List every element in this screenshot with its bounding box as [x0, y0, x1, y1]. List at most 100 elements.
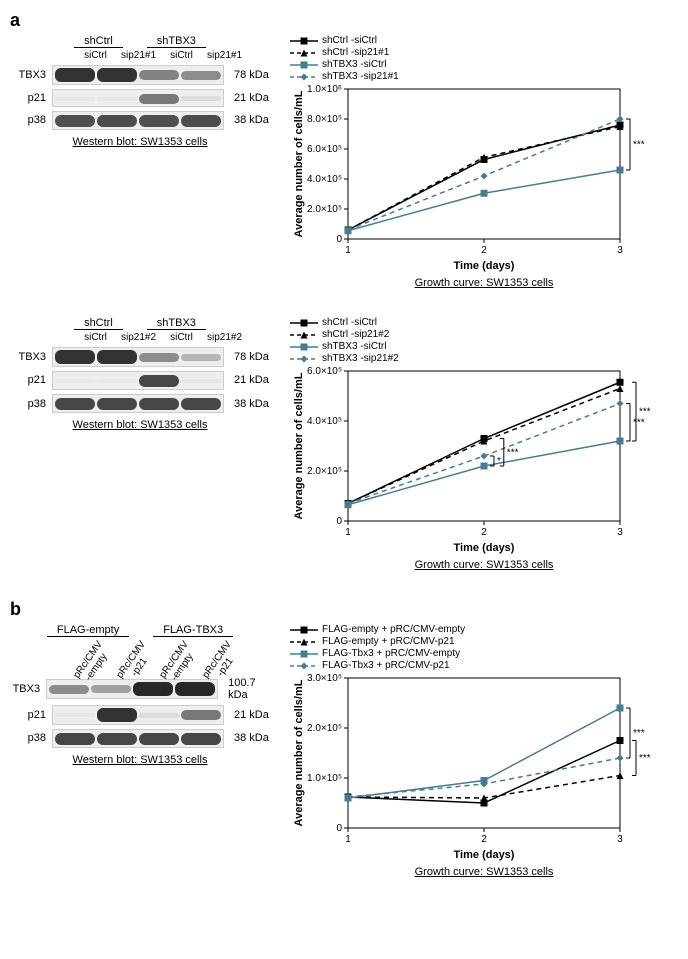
- blot-row-label: p38: [10, 114, 46, 126]
- blot-b: FLAG-emptyFLAG-TBX3pRc/CMV -emptypRc/CMV…: [10, 624, 270, 766]
- legend-item: shTBX3 -siCtrl: [290, 59, 678, 70]
- legend-label: shCtrl -sip21#2: [322, 329, 389, 340]
- chart-series: [348, 441, 620, 505]
- chart-caption: Growth curve: SW1353 cells: [290, 866, 678, 878]
- blot-lane-label: pRc/CMV -p21: [205, 639, 245, 673]
- blot-band: [55, 68, 95, 82]
- chart-caption: Growth curve: SW1353 cells: [290, 559, 678, 571]
- blot-band: [97, 97, 137, 102]
- blot-band: [97, 350, 137, 364]
- legend-label: FLAG-Tbx3 + pRC/CMV-empty: [322, 648, 460, 659]
- blot-band: [181, 398, 221, 411]
- blot-band: [139, 398, 179, 411]
- line-chart: 01.0×10⁵2.0×10⁵3.0×10⁵123Time (days)Aver…: [290, 672, 660, 862]
- blot-band: [139, 733, 179, 746]
- blot-lane-label: siCtrl: [162, 332, 202, 343]
- blot-a2: shCtrlshTBX3siCtrlsip21#2siCtrlsip21#2TB…: [10, 317, 270, 431]
- blot-bands: [52, 705, 224, 725]
- blot-band: [139, 115, 179, 127]
- panel-a-row1: shCtrlshTBX3siCtrlsip21#1siCtrlsip21#1TB…: [10, 35, 678, 289]
- blot-row-label: p21: [10, 709, 46, 721]
- blot-band: [181, 71, 221, 80]
- blot-group-label: shTBX3: [147, 35, 206, 48]
- panel-b-label: b: [10, 599, 678, 620]
- y-tick-label: 4.0×10⁵: [307, 174, 342, 185]
- blot-band: [139, 353, 179, 362]
- blot-band: [97, 68, 137, 82]
- x-tick-label: 2: [481, 834, 487, 845]
- x-tick-label: 3: [617, 527, 623, 538]
- blot-kda: 38 kDa: [234, 732, 269, 744]
- legend-item: shTBX3 -sip21#2: [290, 353, 678, 364]
- chart-b: FLAG-empty + pRC/CMV-empty FLAG-empty + …: [290, 624, 678, 878]
- panel-b-row: FLAG-emptyFLAG-TBX3pRc/CMV -emptypRc/CMV…: [10, 624, 678, 878]
- blot-lane-label: sip21#2: [205, 332, 245, 343]
- blot-bands: [46, 679, 218, 699]
- blot-band: [175, 682, 215, 696]
- y-tick-label: 2.0×10⁵: [307, 466, 342, 477]
- blot-lane-label: siCtrl: [162, 50, 202, 61]
- legend-item: shCtrl -siCtrl: [290, 317, 678, 328]
- y-axis-label: Average number of cells/mL: [293, 90, 305, 237]
- y-axis-label: Average number of cells/mL: [293, 372, 305, 519]
- blot-lane-label: sip21#1: [205, 50, 245, 61]
- chart-series: [348, 389, 620, 504]
- blot-kda: 21 kDa: [234, 374, 269, 386]
- blot-bands: [52, 65, 224, 85]
- blot-bands: [52, 347, 224, 367]
- blot-group-label: shCtrl: [74, 317, 123, 330]
- line-chart: 02.0×10⁵4.0×10⁵6.0×10⁵8.0×10⁵1.0×10⁶123T…: [290, 83, 660, 273]
- blot-caption: Western blot: SW1353 cells: [10, 136, 270, 148]
- y-tick-label: 3.0×10⁵: [307, 673, 342, 684]
- blot-band: [55, 97, 95, 102]
- blot-band: [91, 685, 131, 693]
- blot-bands: [52, 394, 224, 413]
- y-tick-label: 8.0×10⁵: [307, 114, 342, 125]
- blot-row-label: p38: [10, 732, 46, 744]
- y-tick-label: 2.0×10⁵: [307, 204, 342, 215]
- blot-band: [55, 713, 95, 718]
- blot-band: [55, 379, 95, 383]
- y-tick-label: 0: [336, 234, 342, 245]
- blot-group-label: shCtrl: [74, 35, 123, 48]
- sig-label: ***: [633, 140, 645, 151]
- legend-item: FLAG-Tbx3 + pRC/CMV-p21: [290, 660, 678, 671]
- blot-a1: shCtrlshTBX3siCtrlsip21#1siCtrlsip21#1TB…: [10, 35, 270, 148]
- y-tick-label: 6.0×10⁵: [307, 366, 342, 377]
- x-tick-label: 3: [617, 245, 623, 256]
- legend-label: shCtrl -siCtrl: [322, 35, 377, 46]
- blot-kda: 100.7 kDa: [228, 677, 270, 701]
- blot-band: [181, 379, 221, 384]
- blot-band: [55, 733, 95, 746]
- blot-lane-label: siCtrl: [76, 332, 116, 343]
- blot-band: [97, 379, 137, 383]
- chart-legend: shCtrl -siCtrl shCtrl -sip21#2 shTBX3 -s…: [290, 317, 678, 364]
- x-axis-label: Time (days): [454, 542, 515, 554]
- x-tick-label: 1: [345, 834, 351, 845]
- panel-a-row2: shCtrlshTBX3siCtrlsip21#2siCtrlsip21#2TB…: [10, 317, 678, 571]
- blot-kda: 78 kDa: [234, 351, 269, 363]
- legend-item: FLAG-Tbx3 + pRC/CMV-empty: [290, 648, 678, 659]
- legend-label: FLAG-empty + pRC/CMV-empty: [322, 624, 465, 635]
- y-tick-label: 1.0×10⁶: [307, 84, 342, 95]
- blot-kda: 21 kDa: [234, 709, 269, 721]
- blot-caption: Western blot: SW1353 cells: [10, 754, 270, 766]
- blot-row-label: p21: [10, 374, 46, 386]
- blot-lane-label: sip21#1: [119, 50, 159, 61]
- blot-band: [139, 375, 179, 388]
- chart-a1: shCtrl -siCtrl shCtrl -sip21#1 shTBX3 -s…: [290, 35, 678, 289]
- y-axis-label: Average number of cells/mL: [293, 679, 305, 826]
- blot-row-label: p21: [10, 92, 46, 104]
- blot-band: [55, 350, 95, 364]
- sig-label: *: [497, 456, 501, 467]
- x-tick-label: 2: [481, 527, 487, 538]
- blot-row-label: TBX3: [10, 69, 46, 81]
- sig-label: ***: [639, 753, 651, 764]
- chart-a2: shCtrl -siCtrl shCtrl -sip21#2 shTBX3 -s…: [290, 317, 678, 571]
- y-tick-label: 1.0×10⁵: [307, 773, 342, 784]
- legend-item: FLAG-empty + pRC/CMV-p21: [290, 636, 678, 647]
- chart-legend: FLAG-empty + pRC/CMV-empty FLAG-empty + …: [290, 624, 678, 671]
- sig-label: ***: [507, 447, 519, 458]
- legend-label: FLAG-Tbx3 + pRC/CMV-p21: [322, 660, 450, 671]
- legend-label: shTBX3 -sip21#2: [322, 353, 399, 364]
